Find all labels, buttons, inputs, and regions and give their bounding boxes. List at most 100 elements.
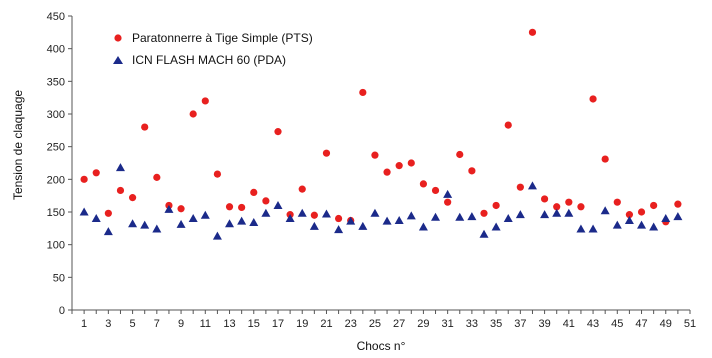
point-pda [673,212,683,221]
x-axis: 1 3 5 7 9 11 13 15 17 19 21 23 25 27 29 31 33 35 37 39 41 43 4… [71,309,696,330]
point-pda [321,209,331,218]
point-pts [298,185,306,193]
y-tick-label: 150 [47,207,65,219]
point-pda [164,204,174,213]
x-tick-label: 49 [660,318,672,330]
y-tick-label: 300 [47,109,65,121]
point-pts [650,201,658,210]
point-pts [213,170,222,178]
point-pda [152,224,162,233]
point-pda [297,208,307,217]
point-pts [189,110,197,118]
point-pts [419,180,428,188]
point-pda [79,207,89,216]
legend-label-pda: ICN FLASH MACH 60 (PDA) [132,53,286,67]
point-pda [382,216,392,225]
point-pda [140,220,150,229]
point-pts [625,211,634,219]
point-pts [371,151,379,159]
point-pts [540,195,549,203]
point-pts [637,208,646,216]
x-tick-label: 31 [442,318,454,330]
point-pda [540,210,550,219]
point-pda [661,214,671,223]
point-pts [310,211,318,219]
point-pts [601,155,609,163]
point-pts [128,194,137,202]
point-pts [444,198,452,206]
point-pda [358,221,368,230]
series-pda [79,163,683,240]
y-tick-label: 0 [59,305,65,317]
point-pda [273,200,283,209]
point-pda [515,210,525,219]
point-pda [443,189,453,198]
x-tick-label: 51 [684,318,696,330]
x-tick-label: 35 [490,318,502,330]
y-tick-label: 400 [47,44,65,56]
point-pda [394,215,404,224]
point-pda [624,215,634,224]
x-tick-label: 15 [248,318,260,330]
y-axis-title: Tension de claquage [11,90,25,200]
point-pts [250,188,258,196]
y-tick-label: 450 [47,11,65,23]
point-pts [674,200,682,208]
point-pts [92,169,100,177]
x-tick-label: 19 [296,318,308,330]
point-pts [468,167,476,175]
point-pts [553,203,561,211]
point-pda [576,224,586,233]
x-tick-label: 5 [130,318,136,330]
point-pts [262,197,270,205]
x-tick-label: 23 [345,318,357,330]
point-pda [103,227,113,236]
point-pts [504,121,512,129]
point-pda [261,208,271,217]
x-tick-label: 1 [81,318,87,330]
point-pts [613,198,621,206]
point-pda [370,208,380,217]
point-pts [577,203,585,211]
point-pts [480,209,488,217]
point-pda [334,225,344,234]
point-pda [406,211,416,220]
y-tick-label: 250 [47,142,65,154]
x-tick-label: 39 [538,318,550,330]
point-pda [188,214,198,223]
y-axis: 0 50 100 150 200 250 300 350 400 450 [47,11,73,317]
point-pts [383,168,391,176]
x-tick-label: 7 [154,318,160,330]
legend-label-pts: Paratonnerre à Tige Simple (PTS) [132,31,313,45]
point-pda [115,163,125,172]
point-pda [237,216,247,225]
point-pda [455,212,465,221]
point-pda [309,221,319,230]
point-pda [649,222,659,231]
point-pda [212,231,222,240]
point-pda [552,208,562,217]
x-tick-label: 3 [105,318,111,330]
x-tick-label: 13 [223,318,235,330]
point-pda [431,212,441,221]
point-pda [588,224,598,233]
point-pts [456,150,464,159]
x-tick-label: 41 [563,318,575,330]
point-pda [479,229,489,238]
point-pts [492,201,500,210]
x-tick-label: 9 [178,318,184,330]
point-pda [491,222,501,231]
point-pts [589,95,597,103]
point-pts [177,205,185,213]
point-pts [322,149,331,157]
series-pts [80,28,682,226]
x-tick-label: 27 [393,318,405,330]
x-tick-label: 45 [611,318,623,330]
point-pts [80,175,88,183]
point-pda [200,210,210,219]
point-pts [104,209,112,217]
point-pts [359,88,367,97]
point-pts [431,186,440,195]
